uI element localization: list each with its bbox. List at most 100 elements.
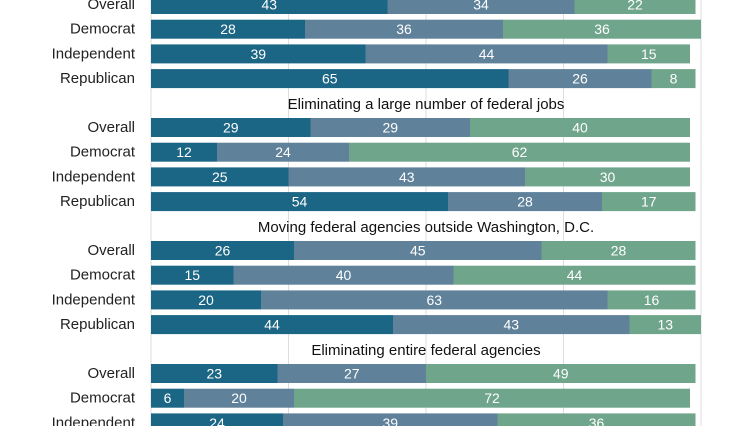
bar-segment (294, 388, 690, 408)
data-label: 45 (410, 243, 426, 259)
data-label: 62 (512, 144, 528, 160)
category-label: Overall (87, 365, 135, 382)
bar-segment (470, 118, 690, 137)
group-title-2: Moving federal agencies outside Washingt… (258, 219, 594, 236)
data-label: 39 (250, 46, 266, 62)
bar-segment (310, 118, 470, 137)
bar-segment (151, 118, 311, 137)
bar-segment (497, 413, 696, 426)
bar-segment (151, 192, 448, 212)
data-label: 44 (264, 317, 280, 333)
bar-segment (607, 290, 696, 310)
category-label: Republican (60, 316, 135, 333)
data-label: 15 (184, 267, 200, 283)
data-label: 63 (426, 292, 442, 308)
data-label: 72 (484, 390, 500, 406)
bar-segment (574, 0, 696, 14)
bars (151, 0, 701, 426)
data-label: 6 (164, 390, 172, 406)
data-label: 29 (382, 120, 398, 136)
data-label: 15 (641, 46, 657, 62)
bar-segment (184, 388, 294, 408)
data-label: 39 (382, 415, 398, 426)
bar-segment (151, 69, 509, 89)
category-label: Democrat (70, 390, 136, 407)
data-label: 26 (572, 71, 588, 87)
bar-segment (349, 142, 690, 162)
bar-segment (217, 142, 349, 162)
data-label: 36 (589, 415, 605, 426)
data-label: 65 (322, 71, 338, 87)
bar-segment (448, 192, 602, 212)
category-label: Independent (52, 168, 136, 185)
data-label: 24 (209, 415, 225, 426)
data-label: 43 (503, 317, 519, 333)
data-label: 44 (479, 46, 495, 62)
group-title-1: Eliminating a large number of federal jo… (288, 96, 565, 113)
bar-segment (305, 19, 503, 39)
bar-segment (151, 0, 388, 14)
data-label: 49 (553, 366, 569, 382)
data-label: 20 (231, 390, 247, 406)
data-label: 28 (517, 194, 533, 210)
bar-segment (651, 69, 696, 89)
data-label: 40 (336, 267, 352, 283)
data-label: 17 (641, 194, 657, 210)
bar-segment (387, 0, 575, 14)
bar-segment (602, 192, 696, 212)
data-label: 44 (567, 267, 583, 283)
bar-segment (426, 364, 696, 383)
data-label: 36 (396, 21, 412, 37)
bar-segment (151, 388, 184, 408)
labels: Overall 43 34 22 Democrat 28 36 36 Independent 39… (52, 0, 678, 426)
bar-segment (151, 241, 294, 260)
data-label: 30 (600, 169, 616, 185)
bar-segment (151, 142, 217, 162)
bar-segment (261, 290, 608, 310)
data-label: 28 (220, 21, 236, 37)
data-label: 34 (473, 0, 489, 13)
category-label: Overall (87, 0, 135, 13)
bar-segment (151, 290, 261, 310)
data-label: 20 (198, 292, 214, 308)
data-label: 28 (611, 243, 627, 259)
category-label: Democrat (70, 144, 136, 161)
data-label: 27 (344, 366, 360, 382)
category-label: Republican (60, 193, 135, 210)
data-label: 43 (261, 0, 277, 13)
category-label: Democrat (70, 21, 136, 38)
data-label: 12 (176, 144, 192, 160)
bar-segment (393, 315, 630, 335)
bar-segment (294, 241, 542, 260)
data-label: 23 (206, 366, 222, 382)
bar-segment (151, 167, 289, 187)
bar-segment (151, 413, 283, 426)
bar-segment (607, 44, 690, 64)
bar-segment (541, 241, 696, 260)
data-label: 40 (572, 120, 588, 136)
bar-segment (525, 167, 690, 187)
bar-segment (151, 44, 366, 64)
bar-segment (151, 265, 234, 285)
data-label: 43 (399, 169, 415, 185)
data-label: 13 (657, 317, 673, 333)
category-label: Independent (52, 45, 136, 62)
data-label: 36 (594, 21, 610, 37)
category-label: Independent (52, 291, 136, 308)
data-label: 22 (627, 0, 643, 13)
data-label: 29 (223, 120, 239, 136)
bar-segment (629, 315, 701, 335)
group-title-3: Eliminating entire federal agencies (311, 342, 540, 359)
category-label: Independent (52, 414, 136, 426)
category-label: Democrat (70, 267, 136, 284)
data-label: 16 (644, 292, 660, 308)
category-label: Overall (87, 119, 135, 136)
bar-segment (283, 413, 498, 426)
bar-segment (151, 315, 393, 335)
bar-segment (508, 69, 652, 89)
data-label: 54 (292, 194, 308, 210)
bar-segment (365, 44, 608, 64)
bar-segment (453, 265, 696, 285)
category-label: Republican (60, 70, 135, 87)
gridlines (150, 0, 702, 426)
